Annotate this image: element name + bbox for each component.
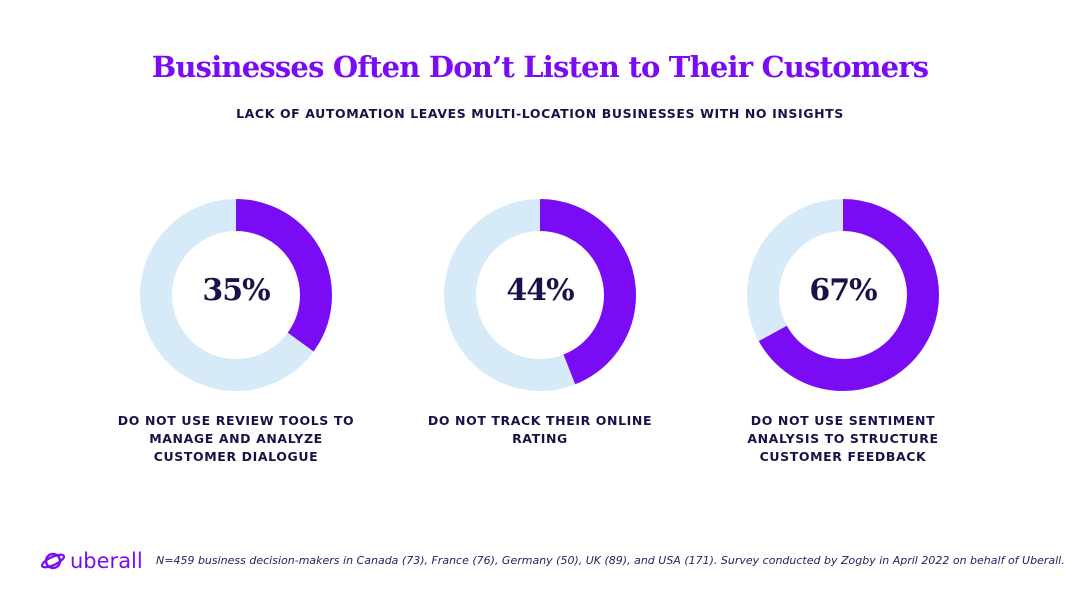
page-subtitle: LACK OF AUTOMATION LEAVES MULTI-LOCATION…	[236, 106, 844, 121]
donut-value-label: 44%	[506, 273, 574, 308]
footnote: N=459 business decision-makers in Canada…	[156, 554, 1065, 567]
page-title: Businesses Often Don’t Listen to Their C…	[151, 50, 929, 84]
donut-caption: DO NOT USE SENTIMENT ANALYSIS TO STRUCTU…	[747, 413, 939, 464]
donut-chart	[444, 199, 636, 391]
donut-value-slice	[140, 199, 332, 391]
uberall-logo: uberall	[40, 549, 143, 573]
donut-caption: DO NOT USE REVIEW TOOLS TO MANAGE AND AN…	[117, 413, 355, 464]
donut-chart	[140, 199, 332, 391]
donut-value-slice	[747, 199, 939, 391]
logo-text: uberall	[70, 549, 143, 573]
donut-caption: DO NOT TRACK THEIR ONLINE RATING	[427, 413, 653, 446]
donut-value-label: 67%	[809, 273, 877, 308]
donut-chart	[747, 199, 939, 391]
donut-value-label: 35%	[202, 273, 270, 308]
donut-value-slice	[444, 199, 636, 391]
planet-logo-icon	[40, 552, 66, 570]
